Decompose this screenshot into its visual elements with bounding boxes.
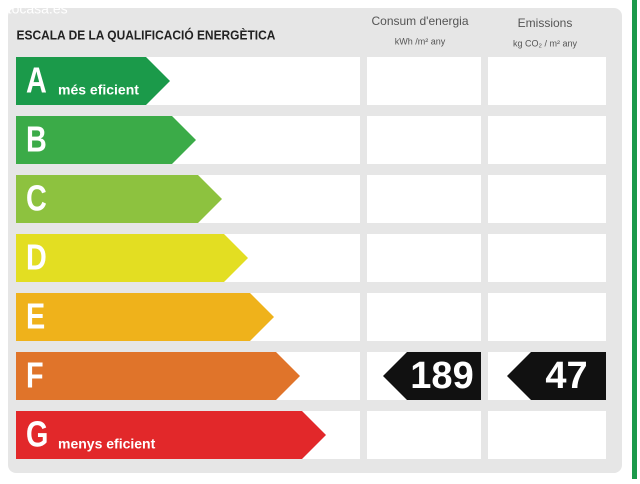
rating-arrow bbox=[16, 411, 326, 459]
rating-letter: B bbox=[26, 118, 47, 159]
consumption-unit: kWh /m² any bbox=[395, 36, 446, 46]
consumption-cell bbox=[367, 175, 481, 223]
rating-note: més eficient bbox=[58, 82, 139, 98]
rating-arrow bbox=[16, 352, 300, 400]
consumption-cell bbox=[367, 57, 481, 105]
consumption-value: 189 bbox=[410, 355, 473, 397]
edge-bar bbox=[632, 0, 637, 479]
emissions-badge bbox=[507, 352, 606, 400]
emissions-cell bbox=[488, 116, 606, 164]
rating-letter: A bbox=[26, 59, 47, 100]
rating-letter: F bbox=[26, 354, 44, 395]
rating-letter: E bbox=[26, 295, 45, 336]
rating-note: menys eficient bbox=[58, 436, 156, 452]
rating-arrow bbox=[16, 116, 196, 164]
emissions-title: Emissions bbox=[518, 16, 573, 30]
rating-letter: G bbox=[26, 413, 48, 454]
emissions-cell bbox=[488, 411, 606, 459]
title: ESCALA DE LA QUALIFICACIÓ ENERGÈTICA bbox=[17, 27, 276, 43]
rating-letter: C bbox=[26, 177, 47, 218]
watermark: fotocasa.es bbox=[0, 1, 68, 17]
rating-arrow bbox=[16, 293, 274, 341]
consumption-title: Consum d'energia bbox=[371, 14, 468, 28]
emissions-cell bbox=[488, 175, 606, 223]
emissions-cell bbox=[488, 293, 606, 341]
consumption-cell bbox=[367, 234, 481, 282]
emissions-cell bbox=[488, 234, 606, 282]
rating-letter: D bbox=[26, 236, 47, 277]
emissions-value: 47 bbox=[545, 355, 587, 397]
emissions-unit: kg CO₂ / m² any bbox=[513, 38, 578, 48]
emissions-cell bbox=[488, 57, 606, 105]
rating-arrow bbox=[16, 57, 170, 105]
rating-arrow bbox=[16, 175, 222, 223]
rating-arrow bbox=[16, 234, 248, 282]
consumption-cell bbox=[367, 116, 481, 164]
consumption-cell bbox=[367, 411, 481, 459]
consumption-cell bbox=[367, 293, 481, 341]
consumption-badge bbox=[383, 352, 481, 400]
